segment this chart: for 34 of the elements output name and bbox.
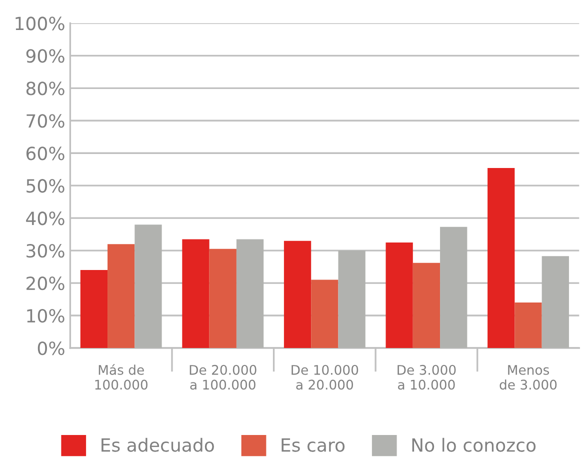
bar: [108, 244, 135, 348]
x-tick-label: De 10.000 a 20.000: [292, 364, 358, 390]
bar: [412, 262, 440, 348]
bar: [284, 240, 312, 348]
x-tick-label: De 3.000 a 10.000: [398, 364, 456, 390]
bar: [80, 270, 108, 348]
legend-label: Es adecuado: [102, 438, 214, 452]
y-tick-label: 30%: [26, 244, 64, 258]
legend-label: No lo conozco: [412, 438, 536, 452]
x-tick-label: Más de 100.000: [95, 364, 148, 390]
y-tick-label: 70%: [26, 114, 64, 128]
x-tick-label: De 20.000 a 100.000: [190, 364, 256, 390]
legend-label: Es caro: [282, 438, 345, 452]
y-tick-label: 90%: [26, 49, 64, 63]
y-tick-label: 20%: [26, 276, 64, 290]
bar: [488, 168, 515, 348]
bar: [236, 239, 264, 348]
bar: [386, 242, 413, 348]
y-tick-label: 80%: [26, 82, 64, 96]
bar: [338, 250, 366, 348]
y-tick-label: 0%: [38, 341, 64, 356]
bar: [134, 224, 162, 348]
y-tick-label: 50%: [26, 179, 64, 193]
bar: [182, 239, 210, 348]
y-tick-label: 40%: [26, 212, 64, 226]
bar: [542, 256, 569, 348]
bar: [514, 302, 542, 348]
bar: [209, 248, 236, 348]
bar: [440, 226, 468, 348]
y-tick-label: 100%: [16, 16, 64, 30]
x-tick-label: Menos de 3.000: [500, 365, 557, 390]
bar: [311, 280, 338, 348]
y-tick-label: 10%: [27, 308, 64, 323]
y-tick-label: 60%: [26, 146, 64, 160]
